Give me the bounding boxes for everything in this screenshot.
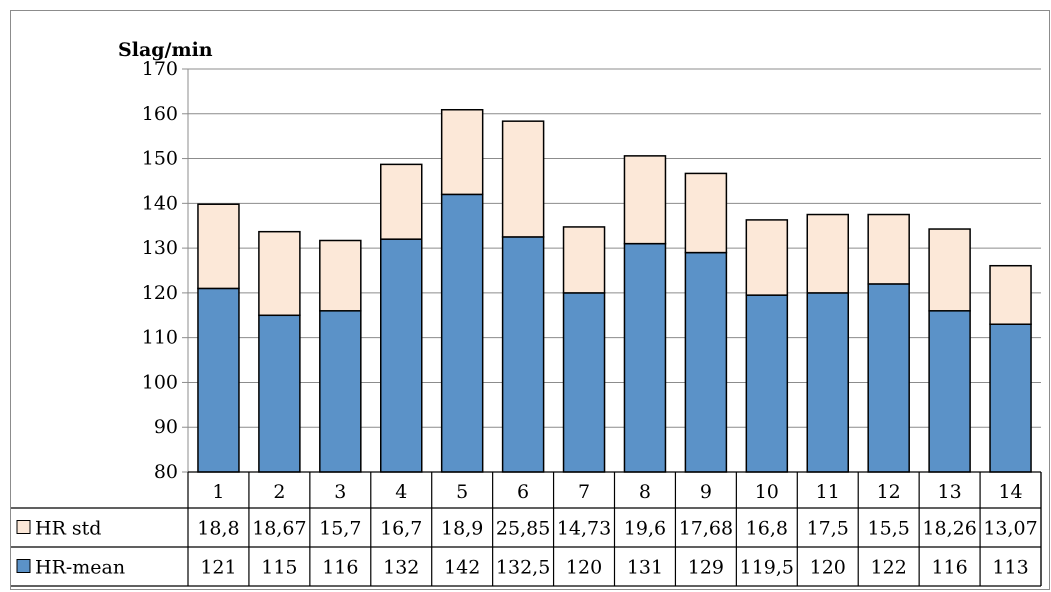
table-cell-hr-mean: 119,5: [740, 557, 794, 579]
bar-hr-mean: [623, 242, 667, 473]
bar-hr-mean: [197, 287, 240, 473]
bar-hr-std: [928, 228, 971, 312]
x-category-label: 5: [456, 481, 468, 503]
table-cell-hr-mean: 122: [871, 557, 907, 579]
bar-hr-std: [197, 203, 240, 290]
bar-hr-std: [258, 230, 301, 317]
bar-hr-std: [989, 264, 1032, 325]
table-cell-hr-std: 18,8: [197, 518, 239, 540]
x-category-label: 2: [273, 481, 285, 503]
bar-hr-mean: [440, 193, 484, 473]
y-tick-label: 100: [142, 371, 178, 393]
table-cell-hr-std: 18,67: [252, 518, 306, 540]
table-cell-hr-std: 15,7: [319, 518, 361, 540]
bar-hr-std: [684, 172, 728, 254]
x-category-label: 11: [816, 481, 840, 503]
bar-hr-mean: [380, 238, 423, 473]
table-cell-hr-mean: 120: [810, 557, 846, 579]
y-tick-label: 140: [142, 192, 178, 214]
bar-hr-mean: [989, 323, 1032, 473]
legend-label-hr-std: HR std: [35, 518, 101, 540]
x-category-label: 6: [517, 481, 529, 503]
legend-label-hr-mean: HR-mean: [35, 557, 125, 579]
legend-swatch-hr-std: [16, 520, 31, 534]
x-category-label: 1: [212, 481, 224, 503]
bar-hr-mean: [867, 283, 910, 473]
bar-hr-std: [745, 219, 789, 296]
y-tick-label: 160: [142, 103, 178, 125]
table-cell-hr-std: 18,26: [922, 518, 976, 540]
x-category-label: 9: [700, 481, 712, 503]
table-cell-hr-std: 14,73: [557, 518, 611, 540]
bar-hr-mean: [806, 292, 849, 473]
x-category-label: 3: [334, 481, 346, 503]
bar-hr-mean: [684, 251, 728, 473]
y-tick-label: 120: [142, 282, 178, 304]
table-cell-hr-mean: 132: [383, 557, 419, 579]
bar-hr-std: [501, 120, 545, 238]
table-cell-hr-std: 19,6: [624, 518, 666, 540]
y-tick-label: 130: [142, 237, 178, 259]
y-tick-label: 150: [142, 148, 178, 170]
x-category-label: 7: [578, 481, 590, 503]
table-cell-hr-mean: 131: [627, 557, 663, 579]
x-category-label: 10: [755, 481, 779, 503]
table-cell-hr-mean: 142: [444, 557, 480, 579]
bar-hr-mean: [562, 292, 606, 473]
table-cell-hr-mean: 113: [992, 557, 1028, 579]
y-tick-label: 170: [142, 58, 178, 80]
table-cell-hr-std: 17,68: [679, 518, 733, 540]
table-cell-hr-std: 13,07: [983, 518, 1037, 540]
bar-hr-std: [806, 213, 849, 294]
table-cell-hr-mean: 120: [566, 557, 602, 579]
x-category-label: 12: [877, 481, 901, 503]
x-category-label: 14: [998, 481, 1022, 503]
bar-hr-mean: [745, 294, 789, 473]
x-category-label: 8: [639, 481, 651, 503]
table-cell-hr-std: 17,5: [807, 518, 849, 540]
table-cell-hr-mean: 116: [931, 557, 967, 579]
table-cell-hr-mean: 121: [200, 557, 236, 579]
table-cell-hr-mean: 129: [688, 557, 724, 579]
table-cell-hr-std: 25,85: [496, 518, 550, 540]
table-cell-hr-mean: 116: [322, 557, 358, 579]
bar-hr-std: [380, 163, 423, 240]
x-category-label: 4: [395, 481, 407, 503]
y-tick-label: 80: [154, 461, 178, 483]
bar-hr-mean: [319, 310, 362, 473]
y-axis-title: Slag/min: [118, 39, 213, 61]
table-cell-hr-mean: 132,5: [496, 557, 550, 579]
bar-hr-mean: [258, 314, 301, 473]
y-tick-label: 110: [142, 327, 178, 349]
table-cell-hr-std: 16,7: [380, 518, 422, 540]
bar-hr-std: [867, 213, 910, 285]
table-cell-hr-mean: 115: [261, 557, 297, 579]
bar-hr-std: [623, 155, 667, 245]
bar-hr-std: [440, 108, 484, 196]
table-cell-hr-std: 18,9: [441, 518, 483, 540]
bar-hr-std: [562, 226, 606, 294]
bar-hr-mean: [928, 310, 971, 473]
legend-swatch-hr-mean: [16, 559, 31, 573]
bar-hr-std: [319, 239, 362, 312]
bar-hr-mean: [501, 236, 545, 473]
x-category-label: 13: [938, 481, 962, 503]
table-cell-hr-std: 16,8: [746, 518, 788, 540]
table-cell-hr-std: 15,5: [868, 518, 910, 540]
y-tick-label: 90: [154, 416, 178, 438]
